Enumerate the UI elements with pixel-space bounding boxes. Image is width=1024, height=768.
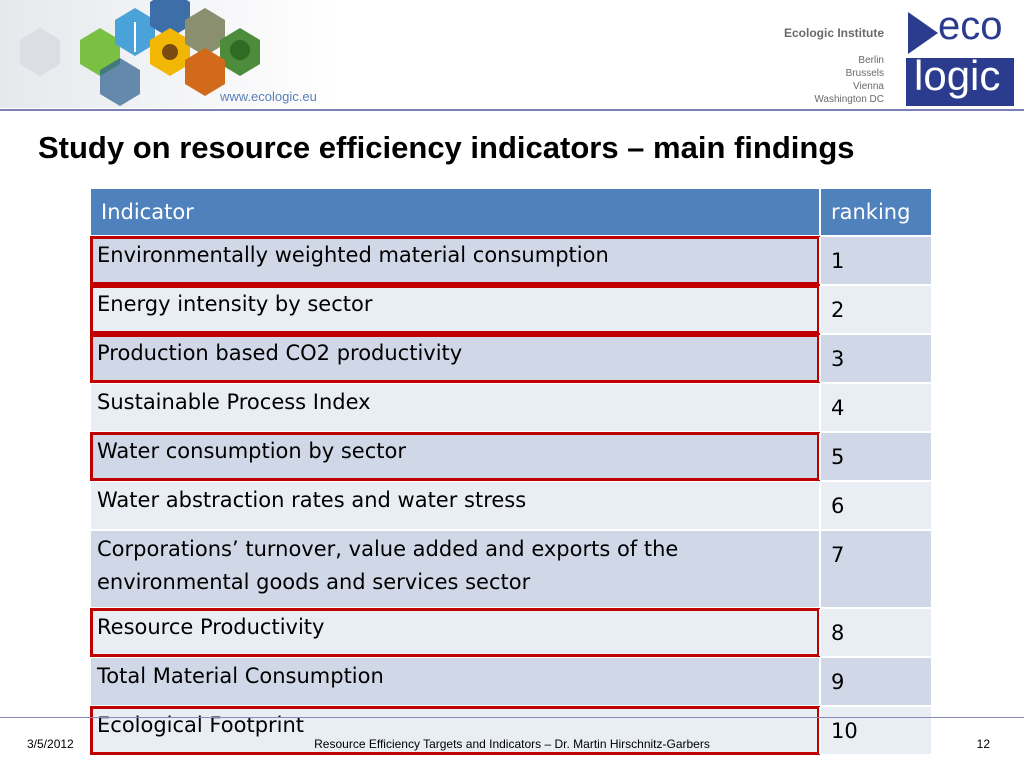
city-berlin: Berlin bbox=[858, 55, 884, 66]
ranking-cell: 9 bbox=[819, 658, 931, 705]
indicator-cell: Water abstraction rates and water stress bbox=[91, 482, 819, 529]
table-row: Energy intensity by sector 2 bbox=[90, 284, 931, 334]
logo-word-logic: logic bbox=[914, 52, 1001, 99]
table-row: Production based CO2 productivity 3 bbox=[90, 333, 931, 383]
table-row: Resource Productivity 8 bbox=[90, 607, 931, 657]
ranking-cell: 1 bbox=[819, 237, 931, 284]
ecologic-logo: eco logic bbox=[906, 4, 1014, 106]
table-row: Water consumption by sector 5 bbox=[90, 431, 931, 481]
city-vienna: Vienna bbox=[853, 81, 884, 92]
institute-name: Ecologic Institute bbox=[783, 26, 884, 40]
ranking-cell: 2 bbox=[819, 286, 931, 333]
table-row: Sustainable Process Index 4 bbox=[91, 382, 931, 431]
indicator-cell: Environmentally weighted material consum… bbox=[90, 236, 820, 285]
website-url[interactable]: www.ecologic.eu bbox=[220, 89, 317, 104]
logo-arrow-icon bbox=[908, 12, 938, 54]
footer-date: 3/5/2012 bbox=[27, 737, 74, 751]
indicator-cell: Corporations’ turnover, value added and … bbox=[91, 531, 819, 607]
indicator-table: Indicator ranking Environmentally weight… bbox=[90, 189, 931, 755]
indicator-cell: Production based CO2 productivity bbox=[90, 334, 820, 383]
ranking-cell: 8 bbox=[819, 609, 931, 656]
ranking-cell: 10 bbox=[819, 707, 931, 754]
column-header-ranking: ranking bbox=[819, 189, 931, 235]
table-body: Environmentally weighted material consum… bbox=[90, 235, 931, 755]
footer-divider bbox=[0, 717, 1024, 718]
ranking-cell: 6 bbox=[819, 482, 931, 529]
table-row: Ecological Footprint 10 bbox=[90, 705, 931, 755]
table-row: Total Material Consumption 9 bbox=[91, 656, 931, 705]
table-row: Corporations’ turnover, value added and … bbox=[91, 529, 931, 607]
slide-title: Study on resource efficiency indicators … bbox=[38, 130, 855, 165]
table-header-row: Indicator ranking bbox=[91, 189, 931, 235]
indicator-cell: Water consumption by sector bbox=[90, 432, 820, 481]
slide-header: www.ecologic.eu Ecologic Institute Berli… bbox=[0, 0, 1024, 112]
city-list: Berlin Brussels Vienna Washington DC bbox=[814, 54, 884, 106]
indicator-cell: Energy intensity by sector bbox=[90, 285, 820, 334]
ranking-cell: 5 bbox=[819, 433, 931, 480]
indicator-cell: Total Material Consumption bbox=[91, 658, 819, 705]
city-washington: Washington DC bbox=[814, 94, 884, 105]
table-row: Environmentally weighted material consum… bbox=[90, 235, 931, 285]
hexagon-banner-image bbox=[0, 0, 340, 108]
city-brussels: Brussels bbox=[845, 68, 884, 79]
ranking-cell: 3 bbox=[819, 335, 931, 382]
footer-page-number: 12 bbox=[976, 737, 990, 751]
ranking-cell: 4 bbox=[819, 384, 931, 431]
column-header-indicator: Indicator bbox=[91, 189, 819, 235]
indicator-cell: Ecological Footprint bbox=[90, 706, 820, 755]
footer-presentation-title: Resource Efficiency Targets and Indicato… bbox=[314, 737, 710, 751]
logo-word-eco: eco bbox=[938, 4, 1003, 48]
header-divider bbox=[0, 109, 1024, 111]
indicator-cell: Sustainable Process Index bbox=[91, 384, 819, 431]
table-row: Water abstraction rates and water stress… bbox=[91, 480, 931, 529]
ranking-cell: 7 bbox=[819, 531, 931, 607]
indicator-cell: Resource Productivity bbox=[90, 608, 820, 657]
